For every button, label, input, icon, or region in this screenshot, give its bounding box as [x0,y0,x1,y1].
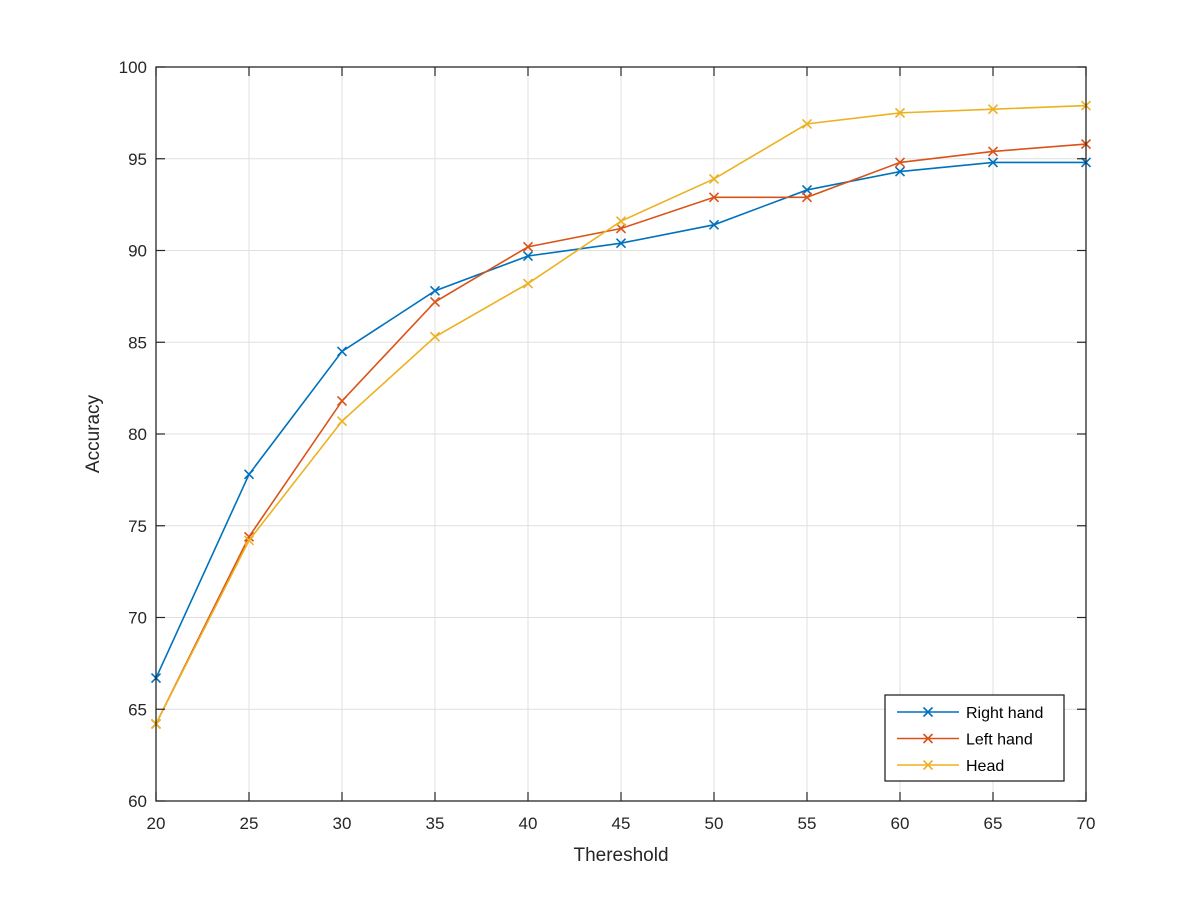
y-axis-label: Accuracy [83,394,104,473]
data-point-head [801,118,813,129]
x-tick-label: 45 [612,814,631,833]
marker-stroke [615,216,627,227]
marker-stroke [894,166,906,177]
data-point-left-hand [522,241,534,252]
data-point-left-hand [429,296,441,307]
data-point-head [243,535,255,546]
y-tick-label: 85 [128,333,147,352]
marker-stroke [922,759,934,771]
legend-marker [922,733,934,744]
x-tick-label: 65 [984,814,1003,833]
marker-stroke [522,278,534,289]
data-point-left-hand [894,157,906,168]
data-point-head [894,107,906,118]
legend-item-head: Head [897,758,1004,775]
marker-stroke [801,184,813,196]
marker-stroke [336,395,348,407]
legend-marker [922,759,934,771]
legend-marker [922,706,934,718]
x-axis-label: Thereshold [573,845,668,866]
y-tick-label: 70 [128,609,147,628]
data-point-right-hand [522,250,534,262]
marker-stroke [708,219,720,230]
data-point-right-hand [336,346,348,357]
data-point-right-hand [801,184,813,196]
y-tick-label: 100 [119,58,147,77]
x-tick-label: 50 [705,814,724,833]
marker-stroke [522,241,534,252]
marker-stroke [429,296,441,307]
marker-stroke [987,146,999,157]
series-right-hand [150,157,1092,684]
data-point-left-hand [987,146,999,157]
legend-item-right-hand: Right hand [897,705,1043,722]
data-point-left-hand [336,395,348,407]
data-point-right-hand [429,285,441,296]
data-point-right-hand [615,238,627,249]
data-point-head [987,104,999,115]
marker-stroke [987,157,999,168]
data-point-left-hand [243,531,255,542]
y-tick-label: 95 [128,150,147,169]
y-tick-label: 65 [128,700,147,719]
ticks: 20 25 30 35 40 45 50 55 60 65 70 60 65 70 75 80 85 90 95 10… [119,58,1096,833]
marker-stroke [708,192,720,203]
marker-stroke [894,107,906,118]
marker-stroke [336,346,348,357]
data-point-right-hand [708,219,720,230]
marker-stroke [615,223,627,234]
data-point-right-hand [243,469,255,480]
data-point-left-hand [615,223,627,234]
marker-stroke [243,469,255,480]
legend-label: Head [966,758,1004,775]
legend-label: Left hand [966,732,1033,749]
x-tick-label: 25 [240,814,259,833]
legend-label: Right hand [966,705,1043,722]
data-point-head [429,331,441,342]
y-tick-label: 90 [128,242,147,261]
data-point-left-hand [801,192,813,203]
marker-stroke [922,733,934,744]
marker-stroke [922,706,934,718]
marker-stroke [429,285,441,296]
y-tick-label: 60 [128,792,147,811]
data-point-head [336,416,348,427]
data-point-right-hand [894,166,906,177]
plot-area: 20 25 30 35 40 45 50 55 60 65 70 60 65 70 75 80 85 90 95 10… [119,58,1096,833]
marker-stroke [615,238,627,249]
marker-stroke [708,173,720,185]
legend-item-left-hand: Left hand [897,732,1033,749]
marker-stroke [801,192,813,203]
y-tick-label: 75 [128,517,147,536]
marker-stroke [243,531,255,542]
marker-stroke [429,331,441,342]
marker-stroke [801,118,813,129]
x-tick-label: 60 [891,814,910,833]
legend: Right hand Left hand Head [884,694,1065,782]
data-point-right-hand [987,157,999,168]
data-point-left-hand [708,192,720,203]
marker-stroke [522,250,534,262]
marker-stroke [336,416,348,427]
data-point-head [615,216,627,227]
x-tick-label: 40 [519,814,538,833]
marker-stroke [243,535,255,546]
data-point-head [522,278,534,289]
x-tick-label: 55 [798,814,817,833]
marker-stroke [894,157,906,168]
x-tick-label: 35 [426,814,445,833]
marker-stroke [987,104,999,115]
x-tick-label: 70 [1077,814,1096,833]
x-tick-label: 20 [147,814,166,833]
x-tick-label: 30 [333,814,352,833]
data-point-head [708,173,720,185]
y-tick-label: 80 [128,425,147,444]
